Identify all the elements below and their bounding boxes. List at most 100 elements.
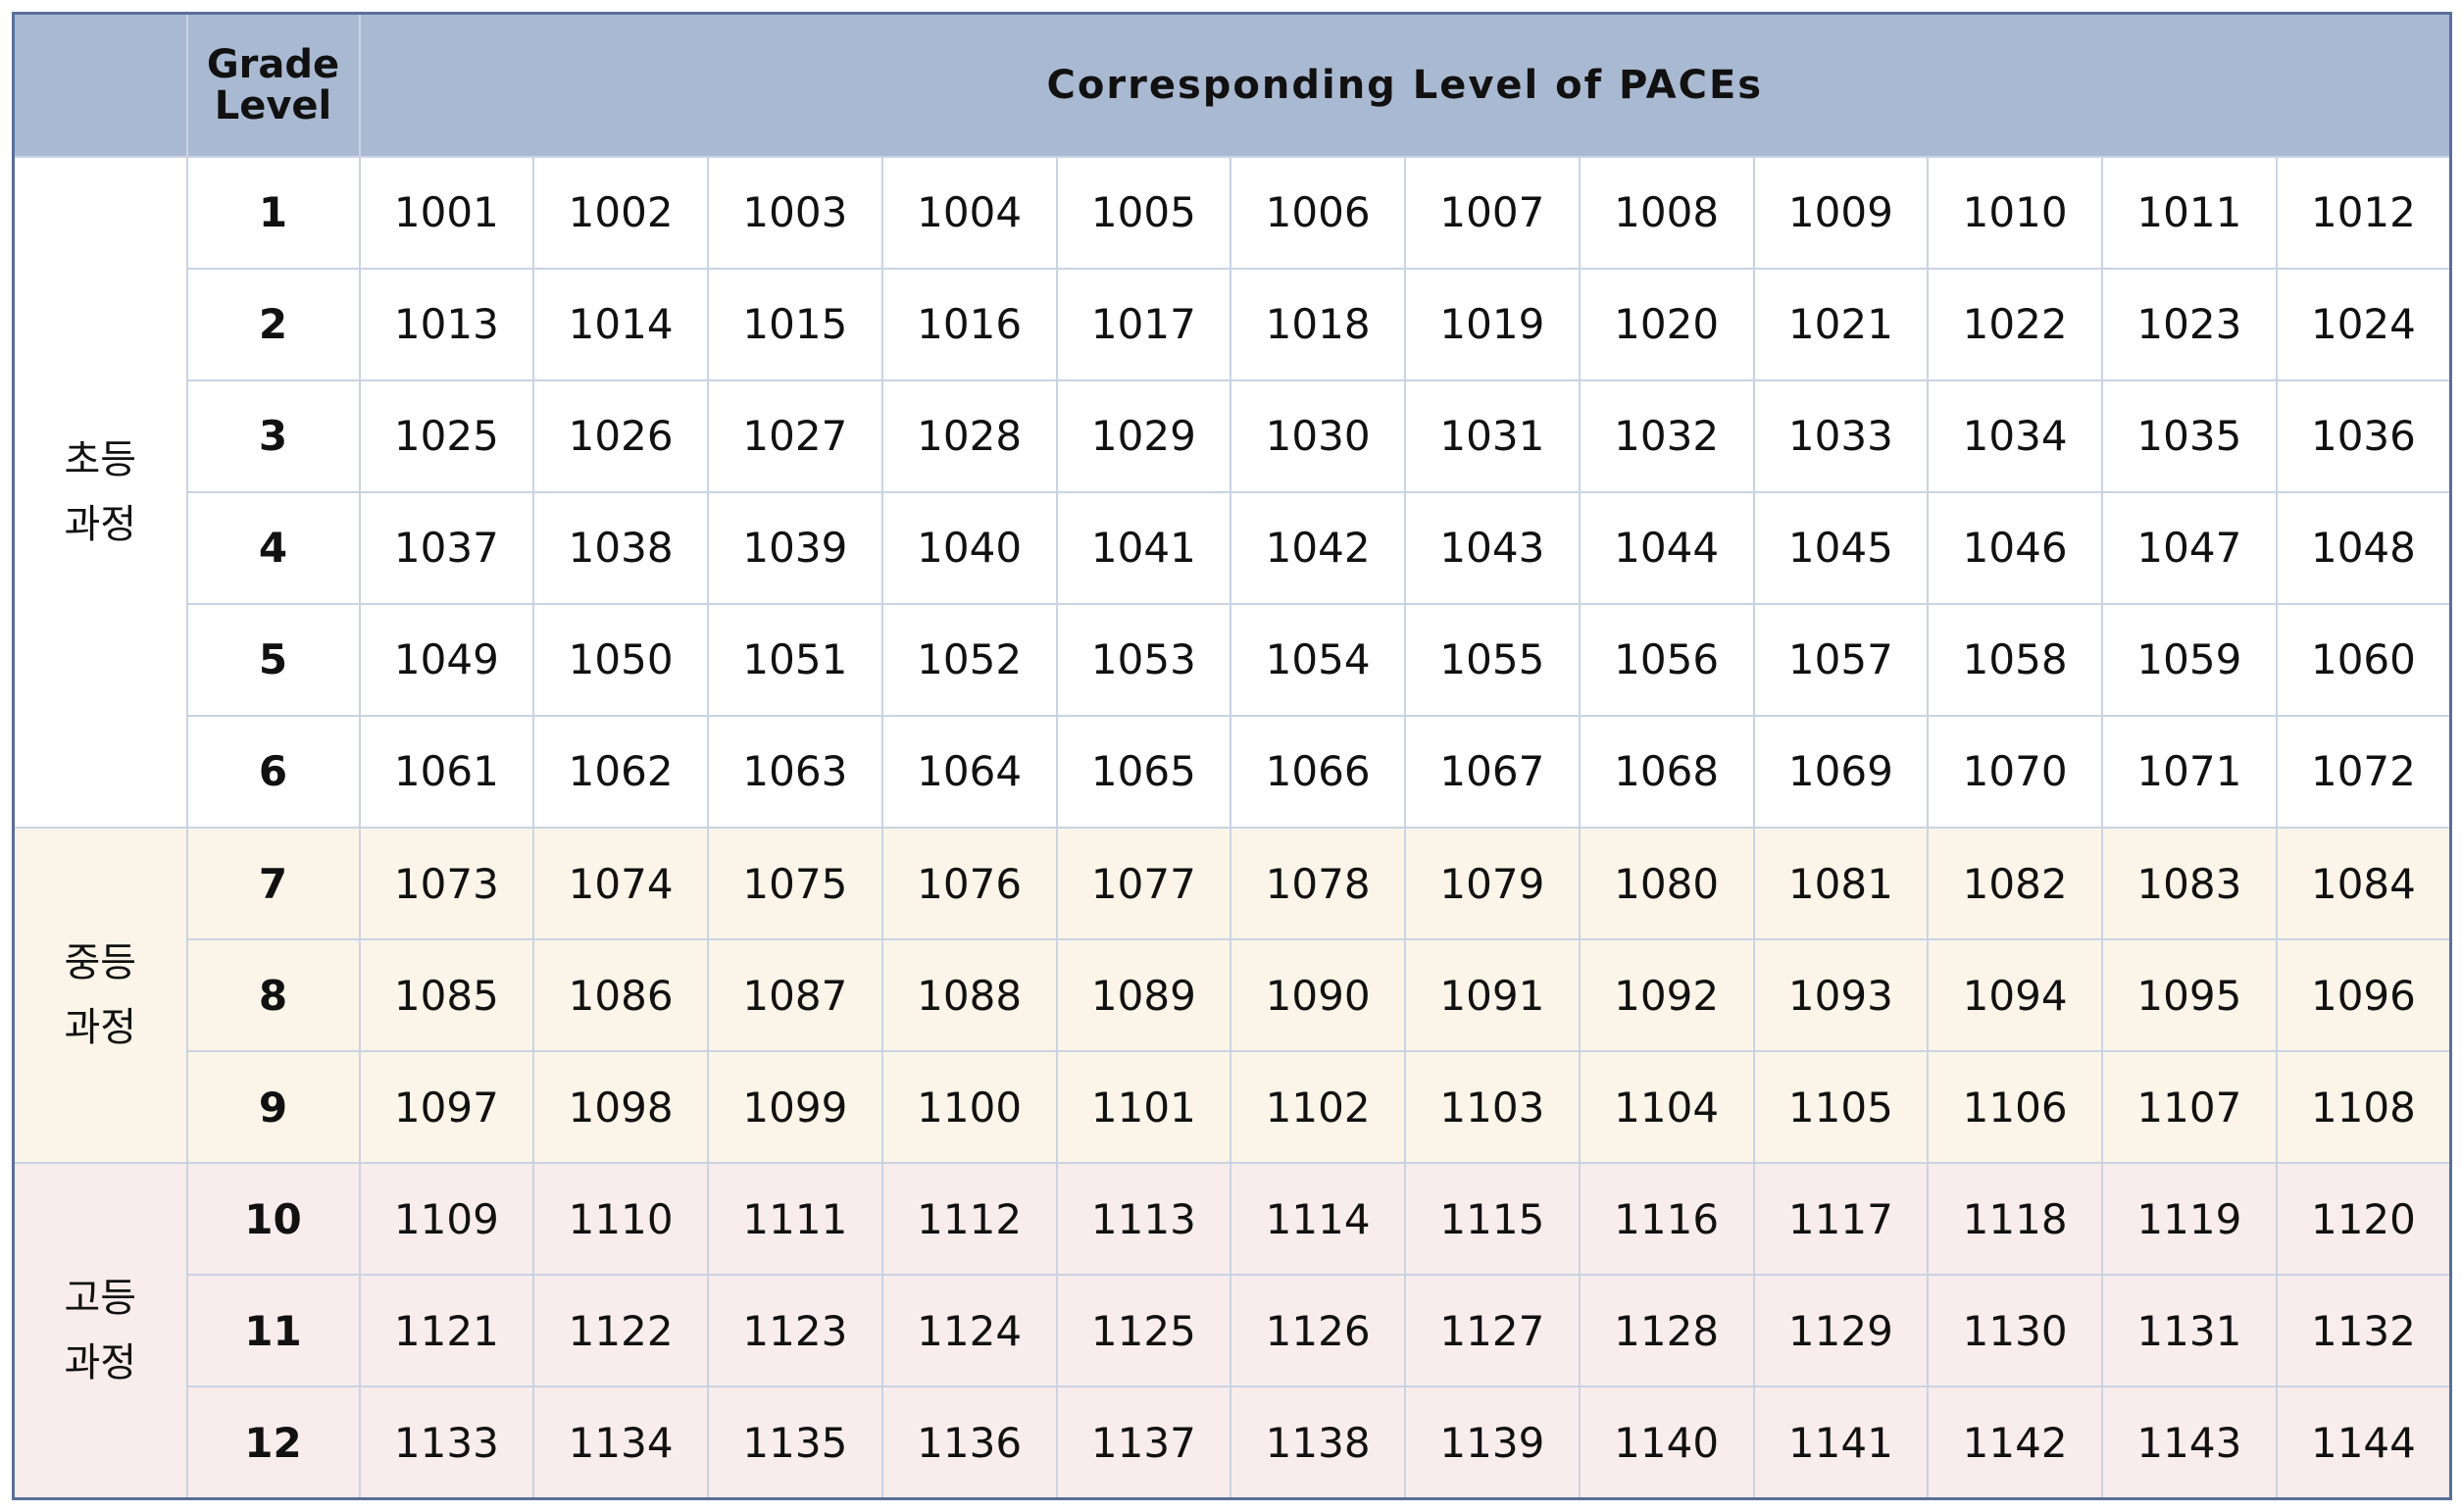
pace-cell: 1090 (1230, 938, 1406, 1053)
pace-cell: 1087 (707, 938, 883, 1053)
pace-cell: 1027 (707, 378, 883, 493)
pace-cell: 1120 (2275, 1162, 2452, 1277)
section-label-high: 고등 과정 (12, 1162, 188, 1500)
grade-cell: 11 (185, 1274, 361, 1388)
pace-cell: 1037 (358, 490, 535, 605)
pace-cell: 1136 (880, 1386, 1058, 1500)
pace-cell: 1051 (707, 602, 883, 717)
pace-cell: 1031 (1404, 378, 1581, 493)
pace-cell: 1043 (1404, 490, 1581, 605)
pace-cell: 1094 (1927, 938, 2103, 1053)
pace-cell: 1070 (1927, 714, 2103, 829)
pace-cell: 1110 (532, 1162, 709, 1277)
pace-cell: 1125 (1055, 1274, 1232, 1388)
pace-cell: 1045 (1752, 490, 1930, 605)
pace-cell: 1022 (1927, 267, 2103, 381)
pace-cell: 1126 (1230, 1274, 1406, 1388)
table-body: 초등 과정 1 1001 1002 1003 1004 1005 1006 1007 1008 100… (12, 155, 2452, 1500)
pace-cell: 1131 (2101, 1274, 2278, 1388)
pace-cell: 1063 (707, 714, 883, 829)
pace-cell: 1121 (358, 1274, 535, 1388)
pace-cell: 1066 (1230, 714, 1406, 829)
grade-cell: 3 (185, 378, 361, 493)
pace-cell: 1111 (707, 1162, 883, 1277)
pace-cell: 1021 (1752, 267, 1930, 381)
pace-cell: 1008 (1578, 155, 1755, 270)
pace-cell: 1135 (707, 1386, 883, 1500)
pace-cell: 1054 (1230, 602, 1406, 717)
pace-cell: 1116 (1578, 1162, 1755, 1277)
pace-cell: 1124 (880, 1274, 1058, 1388)
section-label-line2: 과정 (64, 1340, 137, 1386)
section-label-line1: 중등 (64, 940, 137, 986)
pace-cell: 1132 (2275, 1274, 2452, 1388)
header-row: Grade Level Corresponding Level of PACEs (12, 12, 2452, 158)
pace-cell: 1097 (358, 1050, 535, 1165)
pace-cell: 1119 (2101, 1162, 2278, 1277)
pace-cell: 1029 (1055, 378, 1232, 493)
pace-cell: 1091 (1404, 938, 1581, 1053)
pace-cell: 1142 (1927, 1386, 2103, 1500)
pace-cell: 1016 (880, 267, 1058, 381)
pace-cell: 1086 (532, 938, 709, 1053)
pace-cell: 1030 (1230, 378, 1406, 493)
pace-cell: 1093 (1752, 938, 1930, 1053)
pace-cell: 1073 (358, 826, 535, 941)
pace-cell: 1058 (1927, 602, 2103, 717)
pace-cell: 1005 (1055, 155, 1232, 270)
pace-cell: 1056 (1578, 602, 1755, 717)
pace-cell: 1106 (1927, 1050, 2103, 1165)
table-row: 2 1013 1014 1015 1016 1017 1018 1019 1020 1021 102… (14, 267, 2452, 381)
pace-cell: 1095 (2101, 938, 2278, 1053)
pace-cell: 1041 (1055, 490, 1232, 605)
pace-cell: 1133 (358, 1386, 535, 1500)
pace-cell: 1033 (1752, 378, 1930, 493)
pace-cell: 1100 (880, 1050, 1058, 1165)
table-row: 11 1121 1122 1123 1124 1125 1126 1127 1128 1129 11… (14, 1274, 2452, 1388)
pace-cell: 1017 (1055, 267, 1232, 381)
pace-cell: 1059 (2101, 602, 2278, 717)
pace-cell: 1028 (880, 378, 1058, 493)
grade-cell: 6 (185, 714, 361, 829)
pace-cell: 1144 (2275, 1386, 2452, 1500)
pace-cell: 1049 (358, 602, 535, 717)
pace-cell: 1050 (532, 602, 709, 717)
table-row: 5 1049 1050 1051 1052 1053 1054 1055 1056 1057 105… (14, 602, 2452, 717)
pace-cell: 1065 (1055, 714, 1232, 829)
pace-cell: 1074 (532, 826, 709, 941)
pace-cell: 1109 (358, 1162, 535, 1277)
pace-cell: 1077 (1055, 826, 1232, 941)
table-row: 고등 과정 10 1109 1110 1111 1112 1113 1114 1115 1116 11… (12, 1162, 2452, 1500)
pace-cell: 1011 (2101, 155, 2278, 270)
table-row: 8 1085 1086 1087 1088 1089 1090 1091 1092 1093 109… (14, 938, 2452, 1053)
pace-cell: 1018 (1230, 267, 1406, 381)
pace-cell: 1038 (532, 490, 709, 605)
table-row: 6 1061 1062 1063 1064 1065 1066 1067 1068 1069 107… (14, 714, 2452, 829)
pace-cell: 1118 (1927, 1162, 2103, 1277)
pace-cell: 1020 (1578, 267, 1755, 381)
paces-header: Corresponding Level of PACEs (358, 12, 2452, 158)
pace-cell: 1061 (358, 714, 535, 829)
pace-cell: 1103 (1404, 1050, 1581, 1165)
pace-cell: 1032 (1578, 378, 1755, 493)
grade-level-header: Grade Level (185, 12, 361, 158)
table-row: 9 1097 1098 1099 1100 1101 1102 1103 1104 1105 110… (14, 1050, 2452, 1165)
pace-cell: 1140 (1578, 1386, 1755, 1500)
table-row: 4 1037 1038 1039 1040 1041 1042 1043 1044 1045 104… (14, 490, 2452, 605)
pace-cell: 1006 (1230, 155, 1406, 270)
corner-header-cell (12, 12, 188, 158)
pace-cell: 1064 (880, 714, 1058, 829)
pace-cell: 1053 (1055, 602, 1232, 717)
pace-cell: 1128 (1578, 1274, 1755, 1388)
pace-cell: 1108 (2275, 1050, 2452, 1165)
pace-cell: 1138 (1230, 1386, 1406, 1500)
grade-header-line2: Level (214, 82, 332, 128)
pace-cell: 1026 (532, 378, 709, 493)
pace-cell: 1039 (707, 490, 883, 605)
pace-cell: 1014 (532, 267, 709, 381)
pace-cell: 1076 (880, 826, 1058, 941)
grade-cell: 4 (185, 490, 361, 605)
pace-cell: 1143 (2101, 1386, 2278, 1500)
pace-cell: 1134 (532, 1386, 709, 1500)
pace-cell: 1130 (1927, 1274, 2103, 1388)
